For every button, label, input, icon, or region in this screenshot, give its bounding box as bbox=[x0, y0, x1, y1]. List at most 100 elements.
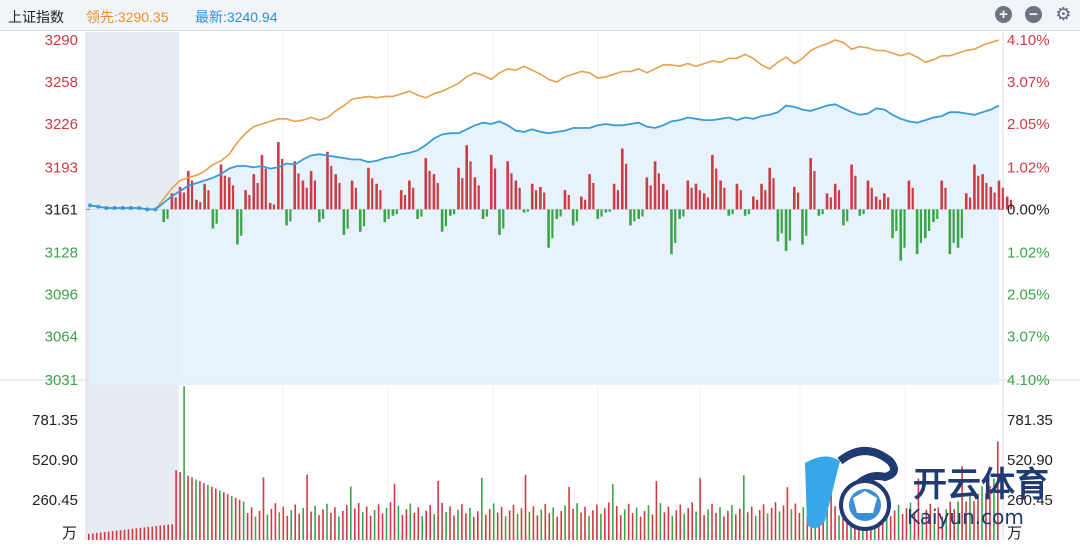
strength-bar bbox=[821, 209, 824, 215]
strength-bar bbox=[1001, 187, 1004, 210]
strength-bar bbox=[457, 167, 460, 210]
volume-bar bbox=[754, 515, 757, 540]
volume-bar bbox=[647, 505, 650, 540]
volume-tick-right: 520.90 bbox=[1007, 452, 1053, 469]
strength-bar bbox=[903, 209, 906, 248]
volume-bar bbox=[639, 516, 642, 540]
strength-bar bbox=[498, 209, 501, 235]
strength-bar bbox=[555, 209, 559, 219]
settings-gear-icon[interactable]: ⚙ bbox=[1055, 4, 1072, 24]
volume-bar bbox=[123, 529, 126, 540]
volume-bar bbox=[913, 511, 916, 540]
volume-bar bbox=[338, 516, 340, 540]
volume-bar bbox=[735, 514, 737, 540]
volume-bar bbox=[119, 530, 122, 540]
volume-bar bbox=[794, 503, 797, 540]
strength-bar bbox=[694, 183, 698, 210]
left-tick-label: 3128 bbox=[45, 245, 78, 262]
chart-header: 上证指数 领先:3290.35 最新:3240.94 + − ⚙ bbox=[0, 0, 1080, 31]
volume-bar bbox=[917, 478, 920, 540]
strength-bar bbox=[522, 209, 526, 213]
strength-bar bbox=[248, 194, 251, 210]
volume-bar bbox=[88, 533, 90, 540]
volume-tick-right: 260.45 bbox=[1007, 492, 1053, 509]
volume-bar bbox=[413, 512, 416, 540]
strength-bar bbox=[895, 209, 898, 231]
volume-bar bbox=[699, 478, 701, 540]
volume-bar bbox=[556, 516, 558, 540]
strength-bar bbox=[375, 183, 378, 210]
volume-bar bbox=[314, 505, 316, 540]
volume-bar bbox=[195, 479, 197, 540]
volume-bar bbox=[481, 477, 483, 540]
left-tick-label: 3064 bbox=[45, 329, 78, 346]
strength-bar bbox=[195, 199, 198, 210]
volume-bar bbox=[889, 516, 892, 540]
strength-bar bbox=[870, 187, 873, 210]
volume-bar bbox=[643, 510, 646, 540]
volume-bar bbox=[985, 493, 987, 540]
strength-bar bbox=[850, 164, 853, 210]
strength-bar bbox=[932, 209, 935, 223]
volume-bar bbox=[631, 513, 634, 540]
latest-value: 最新:3240.94 bbox=[195, 9, 278, 25]
zoom-in-button[interactable]: + bbox=[995, 6, 1012, 23]
volume-bar bbox=[568, 486, 570, 540]
volume-bar bbox=[437, 480, 439, 540]
strength-bar bbox=[829, 197, 832, 210]
strength-bar bbox=[534, 190, 538, 210]
strength-bar bbox=[240, 209, 243, 236]
left-tick-label: 3161 bbox=[45, 201, 78, 218]
strength-bar bbox=[653, 161, 657, 210]
volume-bar bbox=[663, 512, 666, 540]
volume-bar bbox=[135, 528, 138, 540]
left-tick-label: 3193 bbox=[45, 159, 78, 176]
volume-bar bbox=[115, 530, 118, 540]
volume-bar bbox=[290, 510, 292, 540]
volume-bar bbox=[576, 503, 578, 540]
volume-bar bbox=[719, 507, 721, 540]
strength-bar bbox=[833, 183, 837, 210]
volume-bar bbox=[223, 492, 225, 540]
strength-bar bbox=[809, 158, 812, 210]
volume-bar bbox=[627, 503, 630, 540]
volume-bar bbox=[421, 516, 423, 540]
strength-bar bbox=[358, 209, 362, 232]
strength-bar bbox=[633, 209, 636, 222]
strength-bar bbox=[919, 209, 923, 243]
strength-bar bbox=[661, 183, 665, 210]
strength-bar bbox=[301, 180, 305, 210]
volume-bar bbox=[893, 510, 896, 540]
volume-bar bbox=[485, 514, 487, 540]
volume-bar bbox=[592, 510, 594, 540]
strength-bar bbox=[190, 180, 194, 210]
volume-bar bbox=[806, 516, 809, 540]
strength-bar bbox=[530, 183, 534, 210]
strength-bar bbox=[817, 209, 821, 216]
strength-bar bbox=[293, 161, 297, 210]
volume-bar bbox=[786, 487, 789, 540]
strength-bar bbox=[739, 190, 742, 210]
volume-bar bbox=[588, 516, 590, 540]
strength-bar bbox=[715, 168, 718, 210]
volume-bar bbox=[397, 505, 400, 540]
volume-bar bbox=[318, 515, 320, 540]
strength-bar bbox=[952, 209, 955, 243]
volume-bar bbox=[365, 506, 368, 540]
strength-bar bbox=[391, 209, 395, 216]
zoom-out-button[interactable]: − bbox=[1025, 6, 1042, 23]
strength-bar bbox=[424, 158, 428, 210]
volume-bar bbox=[544, 504, 547, 540]
strength-bar bbox=[231, 185, 235, 210]
volume-bar bbox=[425, 510, 427, 540]
strength-bar bbox=[580, 196, 583, 210]
strength-bar bbox=[350, 180, 354, 210]
volume-bar bbox=[381, 513, 384, 540]
strength-bar bbox=[768, 167, 772, 210]
strength-bar bbox=[289, 209, 292, 222]
volume-bar bbox=[981, 486, 983, 540]
strength-bar bbox=[756, 199, 759, 210]
left-tick-label: 3258 bbox=[45, 74, 78, 91]
volume-bar bbox=[143, 527, 146, 540]
strength-bar bbox=[412, 187, 415, 210]
